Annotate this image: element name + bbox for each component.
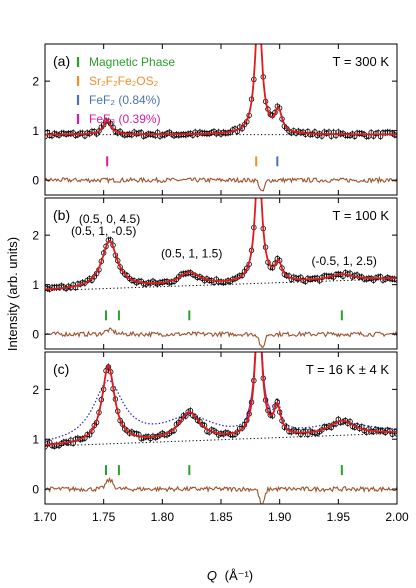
- residual-line: [45, 327, 397, 348]
- legend-label-fef3: FeF₃ (0.39%): [89, 112, 161, 126]
- background-line: [45, 278, 397, 292]
- panel-label: (b): [53, 207, 70, 223]
- data-point: [394, 431, 397, 437]
- peak-annotation: (0.5, 0, 4.5): [79, 212, 140, 226]
- background-line: [45, 432, 397, 447]
- data-point: [105, 364, 112, 370]
- y-tick-label: 2: [32, 383, 39, 397]
- peak-annotation: (-0.5, 1, 2.5): [312, 254, 377, 268]
- data-point: [259, 334, 264, 339]
- temperature-label: T = 300 K: [333, 54, 390, 69]
- y-tick-label: 1: [32, 433, 39, 447]
- fit-line: [45, 198, 397, 291]
- data-point: [178, 416, 184, 423]
- data-point: [259, 34, 264, 39]
- panel-label: (a): [53, 53, 70, 69]
- plot-area: [45, 303, 397, 504]
- x-tick-label: 1.95: [327, 510, 351, 524]
- data-point: [239, 272, 245, 279]
- residual-line: [45, 476, 397, 504]
- legend-label-sr2f2fe2os2: Sr₂F₂Fe₂OS₂: [89, 74, 159, 88]
- panel-c: 0 1 2 (c) T = 16 K ± 4 K: [32, 303, 398, 505]
- x-tick-label: 1.80: [151, 510, 175, 524]
- data-point: [394, 277, 397, 283]
- panel-a: 0 1 2 (a) T = 300 K Magnetic Phase Sr₂F₂Fe₂OS₂…: [32, 4, 398, 196]
- y-tick-label: 2: [32, 229, 39, 243]
- panel-label: (c): [53, 361, 69, 377]
- y-tick-label: 0: [32, 328, 39, 342]
- y-tick-label: 0: [32, 174, 39, 188]
- x-tick-label: 1.90: [268, 510, 292, 524]
- data-point: [394, 132, 397, 139]
- x-tick-label: 1.70: [33, 510, 57, 524]
- plot-area: [45, 4, 397, 192]
- x-axis-label-unit: (Å⁻¹): [225, 568, 254, 583]
- plot-area: [45, 185, 397, 348]
- data-point: [256, 4, 261, 9]
- temperature-label: T = 100 K: [333, 208, 390, 223]
- x-axis-label-symbol: Q: [207, 568, 217, 583]
- fit-line: [45, 44, 397, 136]
- legend-label-fef2: FeF₂ (0.84%): [89, 93, 160, 107]
- temperature-label: T = 16 K ± 4 K: [306, 362, 389, 377]
- fit-line: [45, 352, 397, 446]
- data-point: [254, 185, 259, 190]
- peak-annotation: (0.5, 1, -0.5): [71, 224, 136, 238]
- data-point: [254, 34, 259, 39]
- x-tick-label: 1.85: [209, 510, 233, 524]
- x-axis: 1.70 1.75 1.80 1.85 1.90 1.95 2.00: [33, 510, 409, 524]
- y-tick-label: 2: [32, 75, 39, 89]
- data-point: [269, 264, 276, 271]
- peak-annotation: (0.5, 1, 1.5): [161, 246, 222, 260]
- x-tick-label: 2.00: [385, 510, 409, 524]
- data-point: [96, 128, 102, 134]
- panel-b: 0 1 2 (b) T = 100 K (0.5, 0, 4.5)(0.5, 1, -0.…: [32, 185, 398, 350]
- y-tick-label: 0: [32, 483, 39, 497]
- x-axis-label: Q (Å⁻¹): [207, 568, 253, 583]
- y-tick-label: 1: [32, 278, 39, 292]
- legend: Magnetic Phase Sr₂F₂Fe₂OS₂ FeF₂ (0.84%) FeF…: [76, 55, 175, 126]
- y-tick-label: 1: [32, 124, 39, 138]
- panels-group: 0 1 2 (a) T = 300 K Magnetic Phase Sr₂F₂Fe₂OS₂…: [32, 4, 398, 505]
- x-tick-label: 1.75: [92, 510, 116, 524]
- data-point: [256, 303, 261, 308]
- legend-label-magnetic: Magnetic Phase: [89, 55, 175, 69]
- y-axis-label: Intensity (arb. units): [5, 237, 20, 351]
- residual-line: [45, 176, 397, 192]
